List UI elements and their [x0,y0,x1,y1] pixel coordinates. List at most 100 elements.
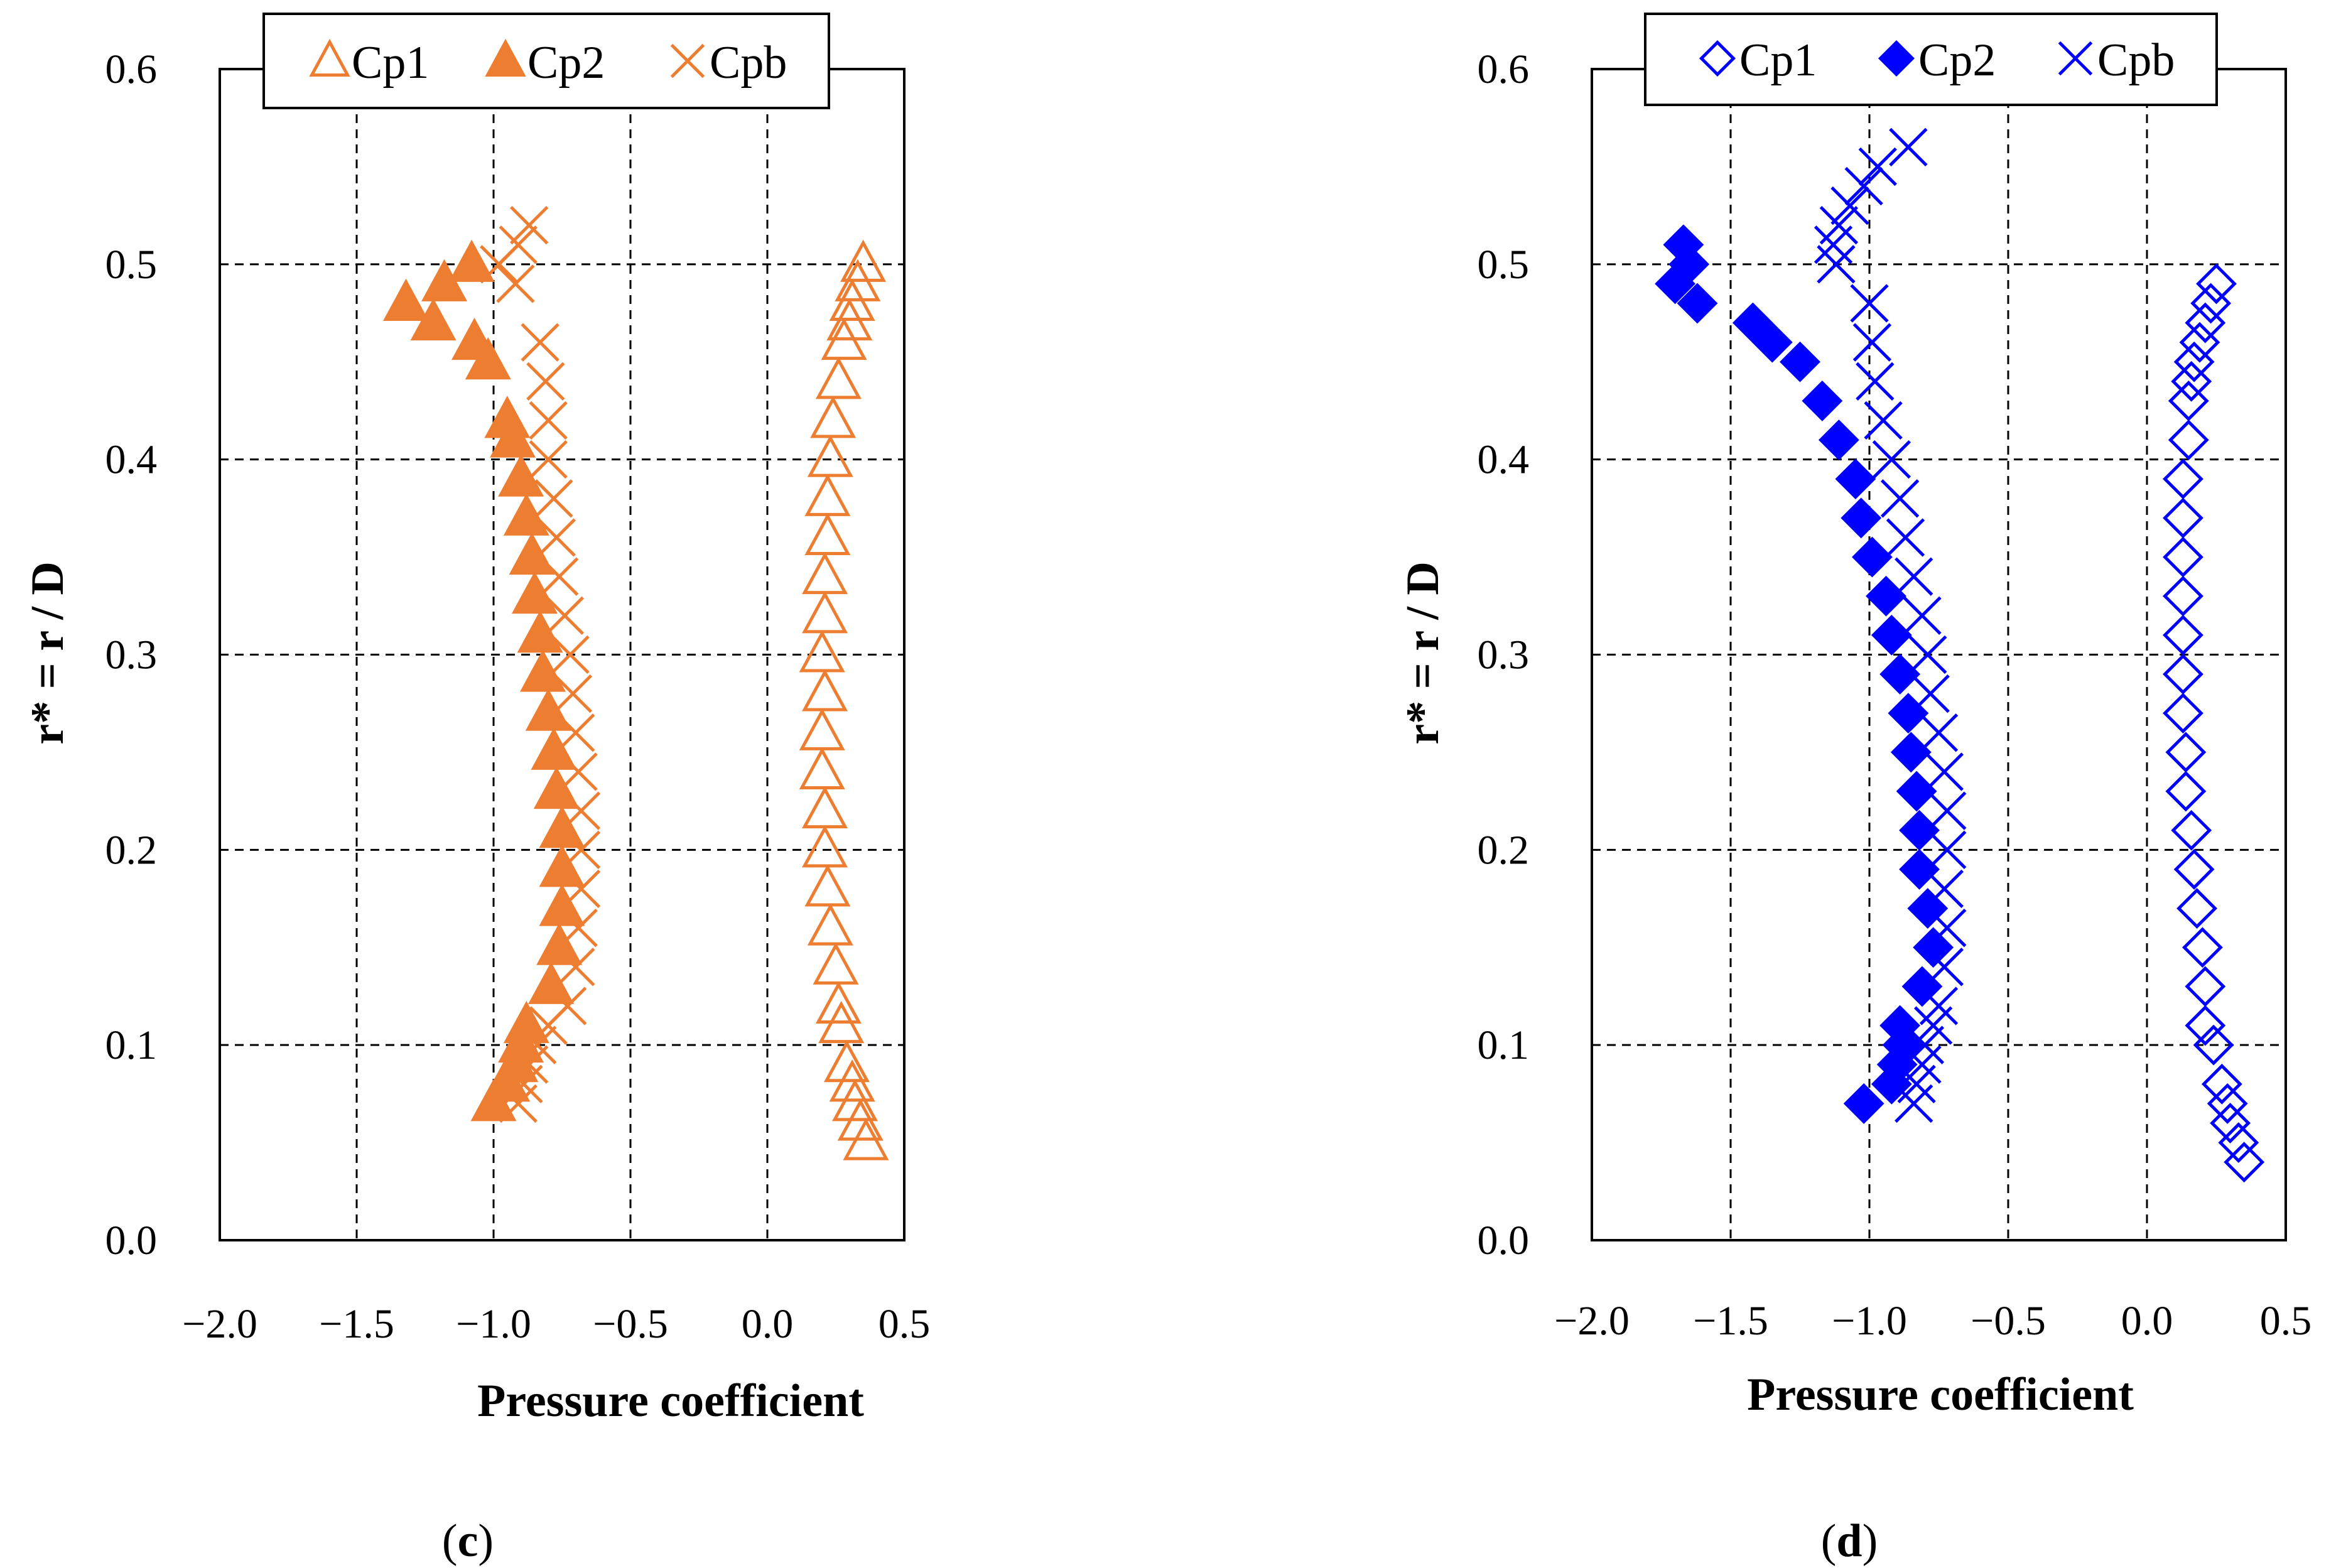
panel-d-legend-symbol-cpb [2058,41,2093,76]
panel-d-cpb-point [1817,245,1856,284]
panel-c-cpb-point [561,830,601,869]
panel-c-cp2-point [511,571,558,614]
panel-d-cp1-point [2193,1024,2234,1066]
panel-c-grid [220,69,904,1240]
panel-d-cp1-point [2165,732,2207,773]
panel-d-cp1-point [2163,497,2203,539]
panel-c-cpb-point [518,1025,557,1064]
panel-c-cp1-point [802,551,848,595]
panel-c-cp1-point [829,1059,875,1102]
panel-d-x-tick-label: −0.5 [1971,1298,2046,1344]
panel-c-x-tick-label: −0.5 [593,1301,668,1347]
panel-c-cp1-point [807,435,853,477]
panel-d-cpb-point [1895,557,1933,596]
panel-d-cpb-point [1928,830,1967,869]
panel-c-cp1-point [807,903,853,946]
panel-c-cp2-point [382,278,429,321]
panel-d-cp2-point [1802,380,1843,421]
panel-c-x-tick-label: −1.0 [456,1301,531,1347]
panel-c-legend-marker-cp2 [485,38,526,77]
panel-c-legend-marker-cpb [670,43,705,78]
panel-c-cp2-point [448,239,495,282]
panel-d-cp2-point [1841,497,1882,539]
panel-d-cp1-point [2190,283,2232,324]
panel-d-cpb-point [1911,674,1950,713]
panel-c-cp1-point [815,357,862,399]
panel-c-legend-symbol-cp2 [485,38,526,77]
panel-c-cp2-point [490,415,536,458]
panel-d-cp2-point [1835,458,1876,500]
panel-c-cp1-point [802,669,848,711]
panel-c-cpb-point [561,869,601,909]
panel-d-legend-marker-cp1 [1699,40,1736,77]
panel-c-cpb-point [553,674,593,713]
panel-c-cp1-point [804,512,851,555]
panel-c-cp2-point [470,1079,517,1122]
panel-d-cpb-point [1850,284,1889,323]
panel-d-cp1-point [2185,966,2226,1007]
panel-d-cpb-point [1880,479,1920,518]
panel-d-cpb-point [1856,362,1895,401]
panel-c-legend-box [262,13,830,109]
panel-d-cp2-point [1732,302,1773,343]
panel-c-cpb-point [545,596,585,635]
panel-c-cp2-point [498,454,544,497]
panel-d-cp2-point [1899,809,1940,851]
panel-c-caption-letter: c [458,1515,478,1567]
panel-c-cpb-point [556,713,595,752]
panel-c-cp1-point [832,1079,879,1122]
panel-c-cpb-point [521,323,560,362]
panel-c-cpb-point [551,635,590,674]
panel-c-caption: (c) [442,1515,494,1567]
panel-d-x-axis-title: Pressure coefficient [1747,1369,2134,1420]
panel-c-cp1-point [815,981,862,1024]
panel-d-cpb-point [1889,127,1928,167]
panel-d-y-tick-label: 0.5 [1478,242,1530,288]
panel-d-cpb-point [1844,166,1883,206]
panel-c-x-tick-label: −2.0 [182,1301,257,1347]
panel-c-legend-symbol-cp1 [309,38,350,77]
panel-c-cpb-point [534,479,573,518]
panel-d-caption-close: ) [1863,1515,1878,1567]
panel-d-cpb-point [1858,147,1897,187]
panel-c-caption-close: ) [478,1515,494,1567]
panel-d-cpb-point [1928,909,1967,948]
panel-c-cpb-point [510,205,549,245]
panel-d-cp1-point [2163,654,2203,695]
panel-c-cp1-point [799,708,845,750]
panel-c-y-tick-label: 0.3 [105,632,158,678]
panel-c-cp1-point [802,786,848,829]
panel-c-cpb-point [480,245,519,284]
panel-d-cp2-point [1901,966,1943,1007]
panel-d-cpb-point [1864,401,1903,440]
panel-c-cp1-point [837,1098,884,1141]
panel-d-legend-label-cpb: Cpb [2097,35,2175,86]
panel-d-cp1-point [2171,360,2212,402]
panel-d-cp2-point [1871,614,1912,656]
panel-c-x-tick-labels: −2.0 −1.5 −1.0 −0.5 0.0 0.5 [182,1301,930,1347]
panel-c-cp1-point [826,298,873,341]
panel-c-cpb-point [556,948,595,987]
panel-d-cp1-point [2173,848,2215,890]
panel-c-y-tick-label: 0.6 [105,46,158,92]
panel-c-cp1-point [802,591,848,634]
panel-c-cp2-point [503,493,549,536]
panel-d-cp2-point [1899,848,1940,890]
panel-d-cp1-point [2201,1063,2242,1105]
panel-d-grid [1592,69,2286,1240]
panel-c-cp1-point [840,239,887,282]
panel-d-caption-open: ( [1821,1515,1837,1567]
panel-c-cp1-point [829,278,875,321]
panel-c-cpb-point [529,1006,568,1045]
panel-d-legend-label-cp2: Cp2 [1918,35,1996,86]
panel-d-cp2-point [1888,693,1929,734]
panel-d-cpb-point [1830,186,1869,225]
panel-d-y-tick-label: 0.4 [1478,437,1530,483]
panel-c-cpb-point [537,518,576,557]
panel-d-cp2-point [1655,263,1696,305]
panel-d-cp2-point [1879,654,1921,695]
panel-d-cp2-point [1751,322,1793,363]
panel-d-cpb-point [1919,713,1959,752]
panel-d-cp1-point [2196,263,2237,305]
